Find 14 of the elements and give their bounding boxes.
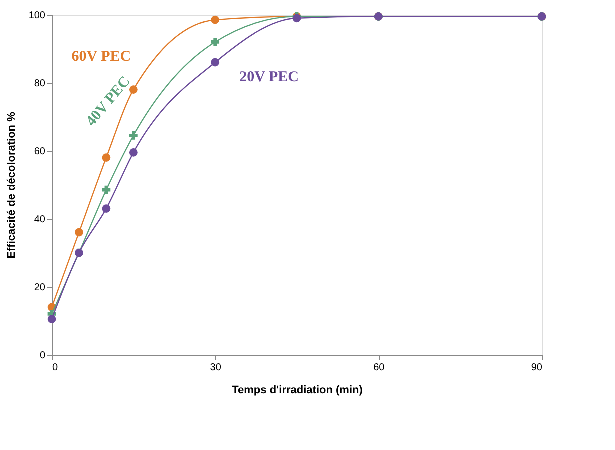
y-axis-title: Efficacité de décoloration %: [6, 112, 18, 259]
x-tick-label: 0: [52, 362, 58, 374]
y-tick-label: 80: [34, 78, 46, 90]
x-tick-label: 30: [210, 362, 222, 374]
x-tick-label: 60: [374, 362, 386, 374]
y-tick-label: 0: [40, 350, 46, 362]
series-label: 60V PEC: [72, 48, 132, 65]
y-tick-label: 100: [28, 10, 46, 22]
series-label: 20V PEC: [240, 70, 299, 86]
x-tick-label: 90: [531, 362, 543, 374]
x-axis-title: Temps d'irradiation (min): [232, 384, 364, 396]
y-tick-label: 60: [34, 146, 46, 158]
y-tick-label: 40: [34, 214, 46, 226]
y-tick-label: 20: [34, 282, 46, 294]
